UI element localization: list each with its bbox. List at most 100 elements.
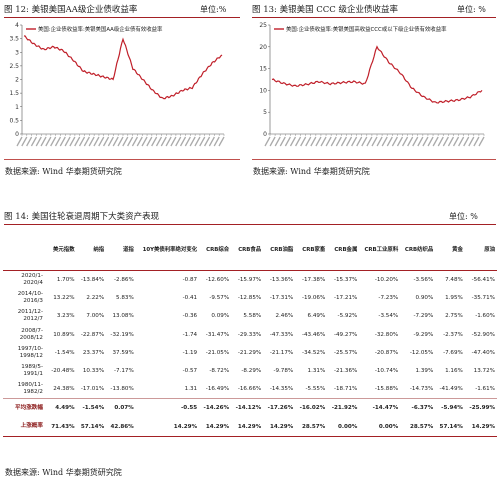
y-tick-label: 3.5 [9,36,19,43]
table-cell: -14.26% [199,398,232,418]
table-cell: 0.00% [359,417,401,437]
x-tick-label [83,136,90,147]
y-tick-label: 10 [259,87,267,94]
table-cell: -3.56% [413,277,434,284]
table-cell: 28.57% [400,417,436,437]
table-cell: -0.41 [182,295,198,302]
table-cell: -17.01% [80,386,105,393]
table-cell: -20.87% [374,349,399,356]
x-tick-label [335,136,342,147]
table-cell: 3.23% [56,313,75,320]
table-cell: -13.80% [110,386,134,393]
table-cell: -8.29% [241,368,262,375]
x-tick-label [305,136,312,147]
x-tick-label [412,136,419,147]
table-cell: -1.54% [54,349,75,356]
x-tick-label [447,136,454,147]
asset-performance-table: 美元指数 纳指 道指 10Y美债利率绝对变化 CRB综合 CRB食品 CRB油脂 CRB家畜 C… [3,230,497,437]
y-tick-label: 0 [15,131,19,138]
x-tick-label [315,136,322,147]
x-tick-label [160,136,167,147]
x-tick-label [155,136,163,147]
table-header-cell: 纳指 [76,230,107,271]
table-cell: 24.38% [53,386,75,393]
table-row: 2020/1- 2020/4 1.70% -13.84% -2.86% -0.87 -12.… [3,271,497,290]
table-cell: -2.86% [113,277,134,284]
x-tick-label [289,136,297,147]
table-cell: 13.08% [112,313,134,320]
x-tick-label [295,136,302,147]
row-label: 1997/10- 1998/12 [17,345,43,359]
x-tick-label [54,136,62,147]
table-cell: -25.57% [333,349,358,356]
x-tick-label [437,136,444,147]
fig12-unit: 单位:% [200,5,227,14]
x-tick-label [40,136,47,147]
x-tick-label [432,136,439,147]
fig12-svg: 0 0.5 1 1.5 2 2.5 3 3.5 4 美国:企业债收益率:美银美国AA级企业债有效收… [9,22,225,147]
x-tick-label [458,136,465,147]
x-tick-label [103,136,110,147]
table-cell: 1.16% [445,368,463,375]
table-cell: 10.33% [82,368,105,375]
fig14-top-rule [4,224,496,225]
x-tick-label [325,136,332,147]
table-cell: -15.97% [237,277,262,284]
table-cell: 4.49% [47,398,77,418]
table-cell: 10.89% [53,331,75,338]
table-cell: 1.31 [184,386,198,393]
table-cell: -1.61% [475,386,495,393]
table-cell: -12.05% [409,349,434,356]
x-tick-label [199,136,206,147]
table-cell: 2.22% [86,295,105,302]
x-tick-label [320,136,327,147]
table-cell: 57.14% [76,417,107,437]
table-cell: 5.83% [116,295,134,302]
table-header-cell: CRB家畜 [295,230,328,271]
table-cell: -25.99% [464,398,497,418]
x-tick-label [340,136,347,147]
x-tick-label [402,136,409,147]
x-tick-label [21,136,28,147]
table-row: 平均涨跌幅 4.49% -1.54% 0.07% -0.55 -14.26% -14.12%… [3,398,497,418]
table-cell: -0.87 [182,277,198,284]
table-cell: 23.37% [82,349,105,356]
table-header-cell: CRB纺织品 [400,230,436,271]
y-tick-label: 2.5 [9,63,19,70]
fig12-bottom-rule [4,159,240,160]
table-cell: -14.47% [359,398,401,418]
table-cell: 7.48% [445,277,463,284]
series-line [23,35,223,100]
table-row: 2014/10- 2016/3 13.22% 2.22% 5.83% -0.41 -9.57… [3,289,497,307]
x-tick-label [50,136,57,147]
table-cell: -32.80% [374,331,399,338]
table-cell: 37.59% [112,349,134,356]
fig13-unit: 单位: % [457,5,486,14]
x-tick-label [300,136,307,147]
table-cell: 7.00% [86,313,105,320]
table-cell: -17.31% [269,295,294,302]
x-tick-label [218,136,225,147]
x-tick-label [427,136,434,147]
x-tick-label [26,136,33,147]
x-tick-label [269,136,276,147]
x-tick-label [386,136,393,147]
table-cell: 2.75% [445,313,463,320]
table-cell: -13.36% [269,277,294,284]
x-tick-label [170,136,177,147]
table-header-cell: CRB油脂 [263,230,296,271]
x-tick-label [122,136,129,147]
x-tick-label [391,136,398,147]
fig12-title-text: 图 12: 美银美国AA级企业债收益率 [4,5,138,15]
table-cell: -1.19 [182,349,198,356]
x-tick-label [310,136,317,147]
x-tick-label [422,136,429,147]
table-row: 1980/11- 1982/2 24.38% -17.01% -13.80% 1.31 -1… [3,380,497,399]
table-cell: -13.84% [80,277,105,284]
table-cell: -14.12% [231,398,264,418]
y-tick-label: 4 [15,22,19,29]
fig13-bottom-rule [252,159,496,160]
row-label: 1980/11- 1982/2 [17,382,43,396]
table-cell: -10.20% [374,277,399,284]
x-tick-label [107,136,114,147]
